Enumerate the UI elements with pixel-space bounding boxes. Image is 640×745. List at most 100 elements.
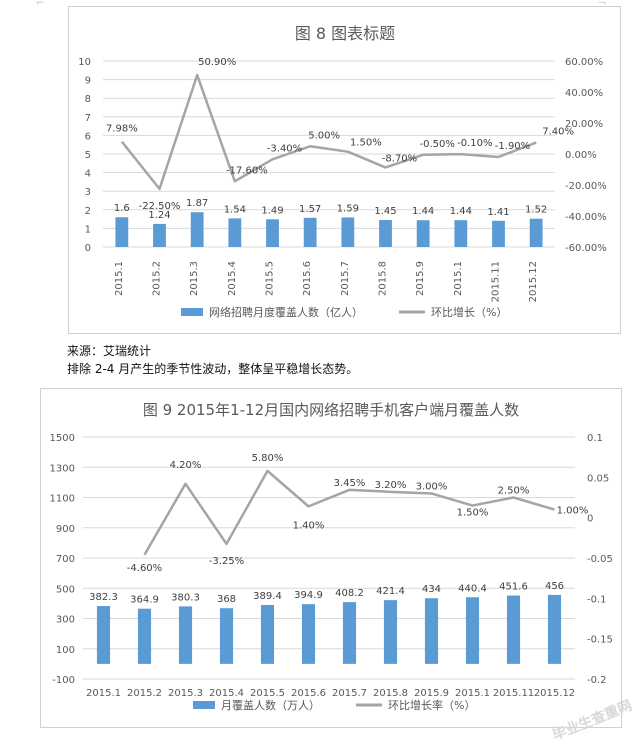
x-tick-label: 2015.1 (114, 261, 125, 296)
line-data-label: -0.50% (419, 139, 454, 150)
chart-2-svg: 图 9 2015年1-12月国内网络招聘手机客户端月覆盖人数 -100 100 300… (50, 401, 613, 712)
bar (219, 608, 234, 664)
bar (153, 223, 166, 247)
bar (115, 217, 129, 247)
bar (416, 220, 430, 247)
bar (266, 219, 279, 247)
bar-data-label: 1.52 (525, 205, 547, 216)
y-right-tick-label: -40.00% (565, 212, 607, 223)
chart-2: 图 9 2015年1-12月国内网络招聘手机客户端月覆盖人数 -100 100 300… (40, 388, 622, 728)
y-left-tick-label: 500 (56, 584, 75, 595)
y-left-tick-label: 1500 (50, 433, 75, 444)
line-data-label: 1.50% (350, 138, 382, 149)
x-tick-label: 2015.3 (189, 261, 200, 296)
bar (303, 217, 317, 247)
bar (301, 604, 316, 664)
y-left-tick-label: 1100 (50, 494, 75, 505)
line-data-label: 1.00% (557, 506, 589, 517)
line-series (120, 73, 537, 191)
line-data-label: -4.60% (127, 563, 162, 574)
bar-data-label: 1.54 (224, 204, 246, 215)
bar (383, 600, 398, 664)
y-right-tick-label: -0.1 (587, 594, 607, 605)
y-left-tick-label: 3 (85, 187, 91, 198)
y-left-tick-label: 5 (85, 150, 91, 161)
bar-data-label: 394.9 (294, 590, 323, 601)
bar-data-label: 1.57 (299, 204, 321, 215)
bar (465, 597, 480, 664)
x-tick-label: 2015.7 (340, 261, 351, 296)
legend-swatch-bar (181, 308, 203, 316)
legend-label-line: 环比增长率（%） (388, 698, 475, 712)
x-tick-label: 2015.8 (378, 261, 389, 296)
bar-data-label: 456 (545, 581, 564, 592)
y-left-tick-label: -100 (52, 675, 75, 686)
legend-label-bar: 网络招聘月度覆盖人数（亿人） (209, 305, 363, 319)
y-right-tick-label: -20.00% (565, 181, 607, 192)
bar (228, 218, 242, 247)
x-tick-label: 2015.3 (168, 688, 203, 699)
y-right-tick-label: 60.00% (565, 57, 603, 68)
bar-data-label: 1.44 (450, 206, 472, 217)
bar (529, 218, 543, 247)
line-data-label: 1.50% (457, 508, 489, 519)
line-data-label: 7.40% (542, 127, 574, 138)
legend-label-line: 环比增长（%） (431, 305, 507, 319)
corner-mark-right: ¬ (598, 0, 607, 9)
line-data-label: -3.40% (267, 143, 302, 154)
y-left-tick-label: 300 (56, 615, 75, 626)
corner-mark-left: ⌐ (36, 0, 45, 9)
x-tick-label: 2015.9 (414, 688, 449, 699)
y-right-tick-label: -0.2 (587, 675, 607, 686)
line-data-label: 2.50% (498, 486, 530, 497)
bar-data-label: 1.87 (186, 198, 208, 209)
bar (260, 604, 275, 664)
line-data-label: 5.80% (252, 453, 284, 464)
x-tick-label: 2015.4 (209, 688, 244, 699)
note-caption: 排除 2-4 月产生的季节性波动，整体呈平稳增长态势。 (67, 362, 359, 376)
bar-data-label: 1.41 (487, 207, 509, 218)
bar-data-label: 1.24 (148, 210, 170, 221)
bar (547, 594, 562, 664)
x-tick-label: 2015.4 (227, 261, 238, 296)
x-tick-label: 2015.12 (534, 688, 575, 699)
bar (190, 212, 204, 247)
line-data-label: -3.25% (209, 556, 244, 567)
line-series (143, 469, 555, 556)
y-left-tick-label: 7 (85, 113, 91, 124)
bar-data-label: 1.44 (412, 206, 434, 217)
y-right-tick-label: 0.1 (587, 433, 603, 444)
line-data-label: 3.20% (375, 480, 407, 491)
bar (379, 220, 392, 247)
bar-data-label: 434 (422, 584, 441, 595)
y-right-tick-label: -0.15 (587, 635, 613, 646)
line-data-label: 50.90% (198, 57, 236, 68)
y-left-tick-label: 700 (56, 554, 75, 565)
y-right-tick-label: -60.00% (565, 243, 607, 254)
y-right-tick-label: 0.05 (587, 473, 609, 484)
y-left-tick-label: 1 (85, 224, 91, 235)
y-right-tick-label: -0.05 (587, 554, 613, 565)
bar-data-label: 382.3 (89, 592, 118, 603)
x-tick-label: 2015.1 (453, 261, 464, 296)
bar (178, 606, 193, 664)
x-tick-label: 2015.2 (127, 688, 162, 699)
source-caption: 来源：艾瑞统计 (67, 344, 152, 358)
line-data-label: -22.50% (139, 201, 181, 212)
bar-data-label: 440.4 (458, 583, 487, 594)
bar (424, 598, 439, 664)
y-left-tick-label: 900 (56, 524, 75, 535)
x-tick-label: 2015.11 (491, 261, 502, 302)
line-data-label: 3.00% (416, 481, 448, 492)
y-left-tick-label: 1300 (50, 463, 75, 474)
line-data-label: -8.70% (382, 153, 417, 164)
x-tick-label: 2015.6 (302, 261, 313, 296)
bar (341, 217, 355, 247)
bar-data-label: 408.2 (335, 588, 364, 599)
y-left-tick-label: 4 (85, 169, 91, 180)
x-tick-label: 2015.6 (291, 688, 326, 699)
bar-data-label: 1.45 (374, 206, 396, 217)
line-data-label: 4.20% (170, 460, 202, 471)
x-tick-label: 2015.2 (152, 261, 163, 296)
x-tick-label: 2015.11 (493, 688, 534, 699)
